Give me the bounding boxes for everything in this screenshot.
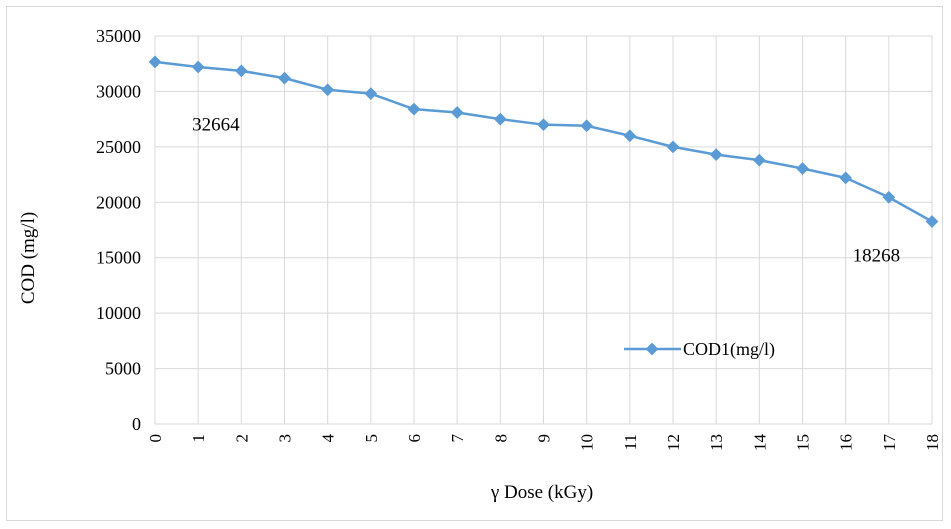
x-tick-label: 14	[750, 434, 769, 452]
x-tick-label: 1	[189, 434, 208, 443]
data-point	[191, 60, 205, 74]
data-point	[839, 171, 853, 185]
data-point	[709, 148, 723, 161]
x-tick-label: 9	[535, 434, 554, 443]
x-tick-label: 7	[448, 434, 467, 443]
data-point	[796, 162, 809, 175]
data-point	[364, 87, 378, 101]
data-label: 32664	[192, 115, 240, 136]
data-point	[278, 71, 291, 85]
data-point	[882, 190, 896, 204]
x-tick-label: 4	[319, 434, 338, 443]
y-tick-label: 25000	[96, 137, 141, 157]
x-tick-label: 13	[707, 434, 726, 451]
y-tick-label: 30000	[96, 81, 141, 101]
x-tick-label: 18	[923, 434, 942, 451]
data-point	[407, 102, 421, 116]
series-layer	[148, 55, 939, 228]
legend-entry: COD1(mg/l)	[683, 339, 775, 360]
x-tick-label: 10	[578, 434, 597, 451]
data-point	[450, 106, 464, 119]
data-point	[234, 64, 248, 78]
y-tick-label: 20000	[96, 192, 141, 212]
data-point	[925, 215, 939, 228]
x-tick-label: 3	[276, 434, 295, 443]
data-point	[752, 153, 766, 167]
data-point	[148, 55, 162, 69]
x-tick-label: 8	[491, 434, 510, 443]
y-tick-label: 15000	[96, 248, 141, 268]
legend: COD1(mg/l)	[624, 339, 775, 360]
x-axis-label: γ Dose (kGy)	[490, 482, 593, 503]
data-label: 18268	[853, 245, 901, 266]
y-tick-labels: 0 5000 10000 15000 20000 25000 30000 35000	[96, 26, 141, 434]
y-axis-label: COD (mg/l)	[18, 212, 39, 304]
x-tick-label: 16	[837, 434, 856, 451]
x-tick-label: 5	[362, 434, 381, 443]
x-tick-label: 17	[880, 434, 899, 452]
x-tick-label: 11	[621, 434, 640, 450]
annotations: 32664 18268	[192, 115, 900, 267]
y-tick-label: 0	[132, 414, 141, 434]
x-tick-label: 12	[664, 434, 683, 451]
x-tick-label: 6	[405, 434, 424, 443]
x-tick-label: 15	[794, 434, 813, 451]
y-tick-label: 5000	[105, 359, 141, 379]
data-point	[623, 129, 637, 143]
data-point	[666, 140, 680, 154]
data-point	[537, 118, 550, 132]
data-point	[493, 112, 507, 126]
data-point	[321, 83, 335, 97]
y-tick-label: 35000	[96, 26, 141, 46]
x-tick-label: 2	[232, 434, 251, 443]
grid-lines	[154, 35, 933, 425]
legend-marker	[645, 342, 659, 356]
x-tick-labels: 0 1 2 3 4 5 6 7 8 9 10 11 12 13 14 15 16 17 18	[146, 434, 942, 452]
x-tick-label: 0	[146, 434, 165, 443]
data-point	[580, 119, 594, 133]
y-tick-label: 10000	[96, 303, 141, 323]
